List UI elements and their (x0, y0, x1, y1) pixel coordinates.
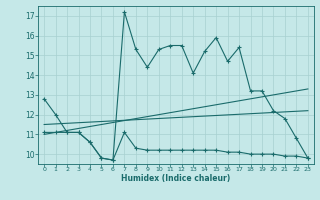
X-axis label: Humidex (Indice chaleur): Humidex (Indice chaleur) (121, 174, 231, 183)
